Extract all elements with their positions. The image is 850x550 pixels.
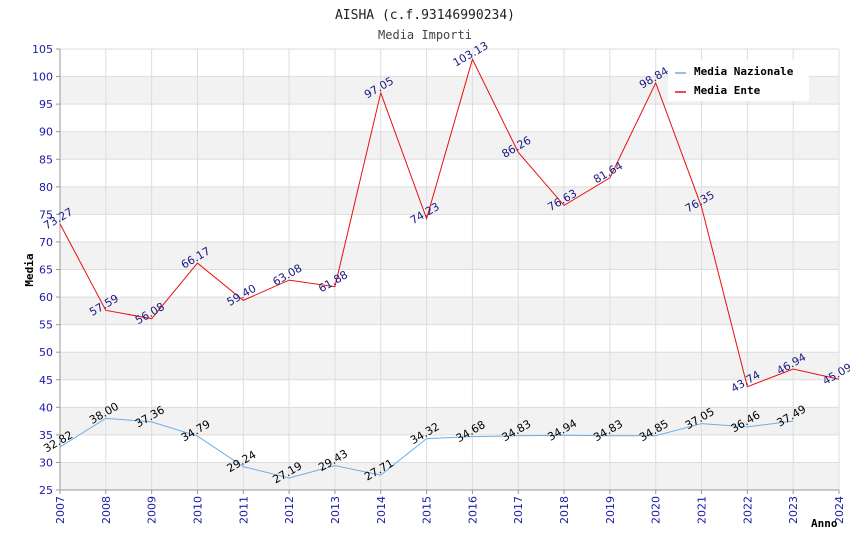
- series-line-media-nazionale: [59, 417, 794, 479]
- x-tick-label: 2016: [466, 496, 479, 524]
- grid-band: [60, 186, 839, 215]
- y-tick-label: 100: [32, 71, 53, 84]
- x-tick-label: 2012: [283, 496, 296, 524]
- grid-band: [60, 159, 839, 187]
- x-tick-label: 2010: [191, 496, 204, 524]
- grid-band: [60, 269, 839, 298]
- y-tick-label: 40: [39, 401, 53, 414]
- y-tick-label: 55: [39, 319, 53, 332]
- x-tick-label: 2015: [421, 496, 434, 524]
- grid-band: [60, 324, 839, 353]
- grid-band: [60, 131, 839, 160]
- series-line-media-ente: [59, 57, 840, 388]
- grid-band: [60, 407, 839, 435]
- y-tick-label: 70: [39, 236, 53, 249]
- series-lines: [59, 57, 840, 479]
- x-tick-label: 2011: [237, 496, 250, 524]
- grid-lines: [59, 48, 840, 491]
- x-tick-label: 2023: [787, 496, 800, 524]
- y-tick-label: 75: [39, 208, 53, 221]
- y-tick-label: 80: [39, 181, 53, 194]
- x-tick-label: 2020: [650, 496, 663, 524]
- x-tick-label: 2008: [100, 496, 113, 524]
- x-tick-label: 2022: [741, 496, 754, 524]
- chart-subtitle: Media Importi: [378, 28, 472, 42]
- y-tick-label: 85: [39, 153, 53, 166]
- grid-band: [60, 434, 839, 463]
- y-tick-label: 60: [39, 291, 53, 304]
- legend-label: Media Nazionale: [694, 65, 794, 78]
- y-tick-label: 30: [39, 456, 53, 469]
- chart-title: AISHA (c.f.93146990234): [335, 8, 515, 23]
- grid-band: [60, 352, 839, 380]
- y-tick-label: 95: [39, 98, 53, 111]
- y-axis-label: Media: [23, 253, 36, 286]
- grid-band: [60, 462, 839, 490]
- grid-band: [60, 214, 839, 242]
- x-tick-label: 2007: [54, 496, 67, 524]
- y-tick-label: 90: [39, 126, 53, 139]
- legend: Media Nazionale Media Ente: [668, 60, 809, 101]
- x-tick-label: 2018: [558, 496, 571, 524]
- x-tick-label: 2014: [375, 496, 388, 524]
- x-tick-label: 2017: [512, 496, 525, 524]
- legend-box: [668, 60, 809, 101]
- x-tick-label: 2009: [146, 496, 159, 524]
- y-tick-label: 50: [39, 346, 53, 359]
- x-tick-label: 2019: [604, 496, 617, 524]
- legend-label: Media Ente: [694, 84, 761, 97]
- x-tick-label: 2024: [833, 496, 846, 524]
- grid-band: [60, 379, 839, 408]
- grid-band: [60, 104, 839, 132]
- x-tick-label: 2021: [696, 496, 709, 524]
- x-tick-labels: 2007 2008 2009 2010 2011 2012 2013 2014 2015 2016…: [54, 496, 846, 524]
- y-tick-label: 35: [39, 429, 53, 442]
- y-tick-labels: 25 30 35 40 45 50 55 60 65 70 75 80 85 90 95 100 105: [32, 43, 53, 497]
- grid-bands: [60, 49, 839, 490]
- y-tick-label: 25: [39, 484, 53, 497]
- y-tick-label: 105: [32, 43, 53, 56]
- x-axis-label: Anno: [811, 517, 838, 530]
- y-tick-label: 45: [39, 374, 53, 387]
- axes: [56, 48, 840, 494]
- y-tick-label: 65: [39, 264, 53, 277]
- grid-band: [60, 241, 839, 270]
- grid-band: [60, 297, 839, 325]
- x-tick-label: 2013: [329, 496, 342, 524]
